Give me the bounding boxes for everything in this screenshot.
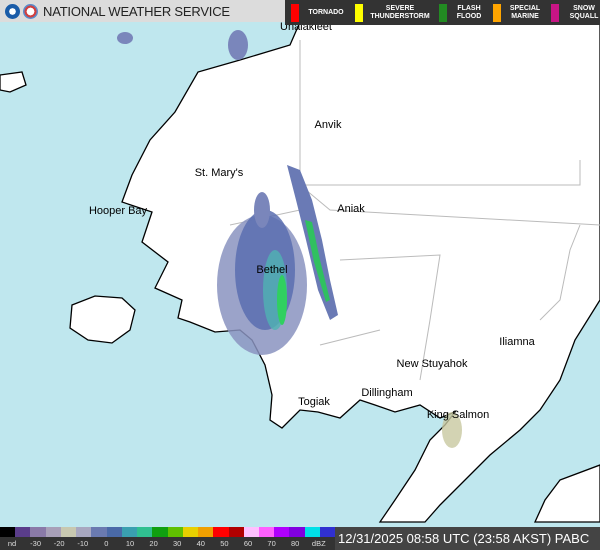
color-swatch [228,527,244,537]
color-swatch [106,527,122,537]
color-swatch [198,527,214,537]
scale-tick-label: 30 [173,539,182,548]
city-label: King Salmon [426,409,490,421]
county-boundaries [229,40,600,381]
scale-tick-label: -30 [30,539,42,548]
island [0,71,27,93]
legend-severe-thunderstorm: SEVERE THUNDERSTORM [349,0,433,25]
nws-logo-icon [23,3,38,19]
city-label: Bethel [256,264,288,276]
color-swatch [258,527,275,537]
color-bar [0,527,336,537]
color-swatch [15,527,31,537]
scale-tick-label: nd [7,539,17,548]
scale-tick-label: 10 [125,539,135,548]
city-label: Aniak [337,203,365,215]
legend-special-marine: SPECIAL MARINE [487,0,545,25]
color-swatch [167,527,183,537]
radar-echoes [117,30,462,448]
warnings-legend: TORNADO SEVERE THUNDERSTORM FLASH FLOOD … [285,0,600,25]
color-swatch [182,527,199,537]
city-label: St. Mary's [194,167,244,179]
legend-tornado: TORNADO [285,0,349,25]
legend-snow-squall: SNOW SQUALL [545,0,600,25]
scale-tick-label: 40 [196,539,205,548]
scale-tick-label: 50 [220,539,229,548]
color-swatch [213,527,229,537]
city-label: New Stuyahok [396,358,468,370]
color-swatch [319,527,336,537]
scale-tick-label: -20 [53,539,65,548]
aleutian-islands [533,464,600,523]
scale-tick-label: dBZ [311,539,326,548]
scale-tick-label: 80 [291,539,300,548]
color-swatch [152,527,168,537]
city-label: Anvik [314,119,342,131]
color-swatch [243,527,259,537]
scale-tick-label: 60 [243,539,253,548]
scale-tick-label: 0 [104,539,109,548]
scale-labels: nd -30 -20 -10 0 10 20 30 40 50 60 70 80 dBZ [0,537,335,550]
color-swatch [91,527,107,537]
color-swatch [304,527,320,537]
color-swatch [60,527,77,537]
city-label: Dillingham [361,387,413,399]
color-swatch [289,527,305,537]
color-swatch [137,527,153,537]
color-swatch [274,527,290,537]
nunivak-island [69,295,136,344]
header: NATIONAL WEATHER SERVICE [0,0,285,22]
timestamp: 12/31/2025 08:58 UTC (23:58 AKST) PABC [335,527,600,550]
page-title: NATIONAL WEATHER SERVICE [43,3,230,19]
city-label: Togiak [298,396,330,408]
color-swatch [0,527,16,537]
city-label: Hooper Bay [88,205,148,217]
color-swatch [45,527,61,537]
noaa-logo-icon [5,3,20,19]
color-swatch [121,527,138,537]
scale-tick-label: 20 [149,539,158,548]
scale-tick-label: 70 [267,539,276,548]
mainland [121,21,600,523]
city-label: Iliamna [499,336,535,348]
legend-flash-flood: FLASH FLOOD [433,0,487,25]
scale-tick-label: -10 [77,539,89,548]
reflectivity-scale: nd -30 -20 -10 0 10 20 30 40 50 60 70 80 dBZ [0,527,336,550]
color-swatch [76,527,92,537]
color-swatch [30,527,46,537]
